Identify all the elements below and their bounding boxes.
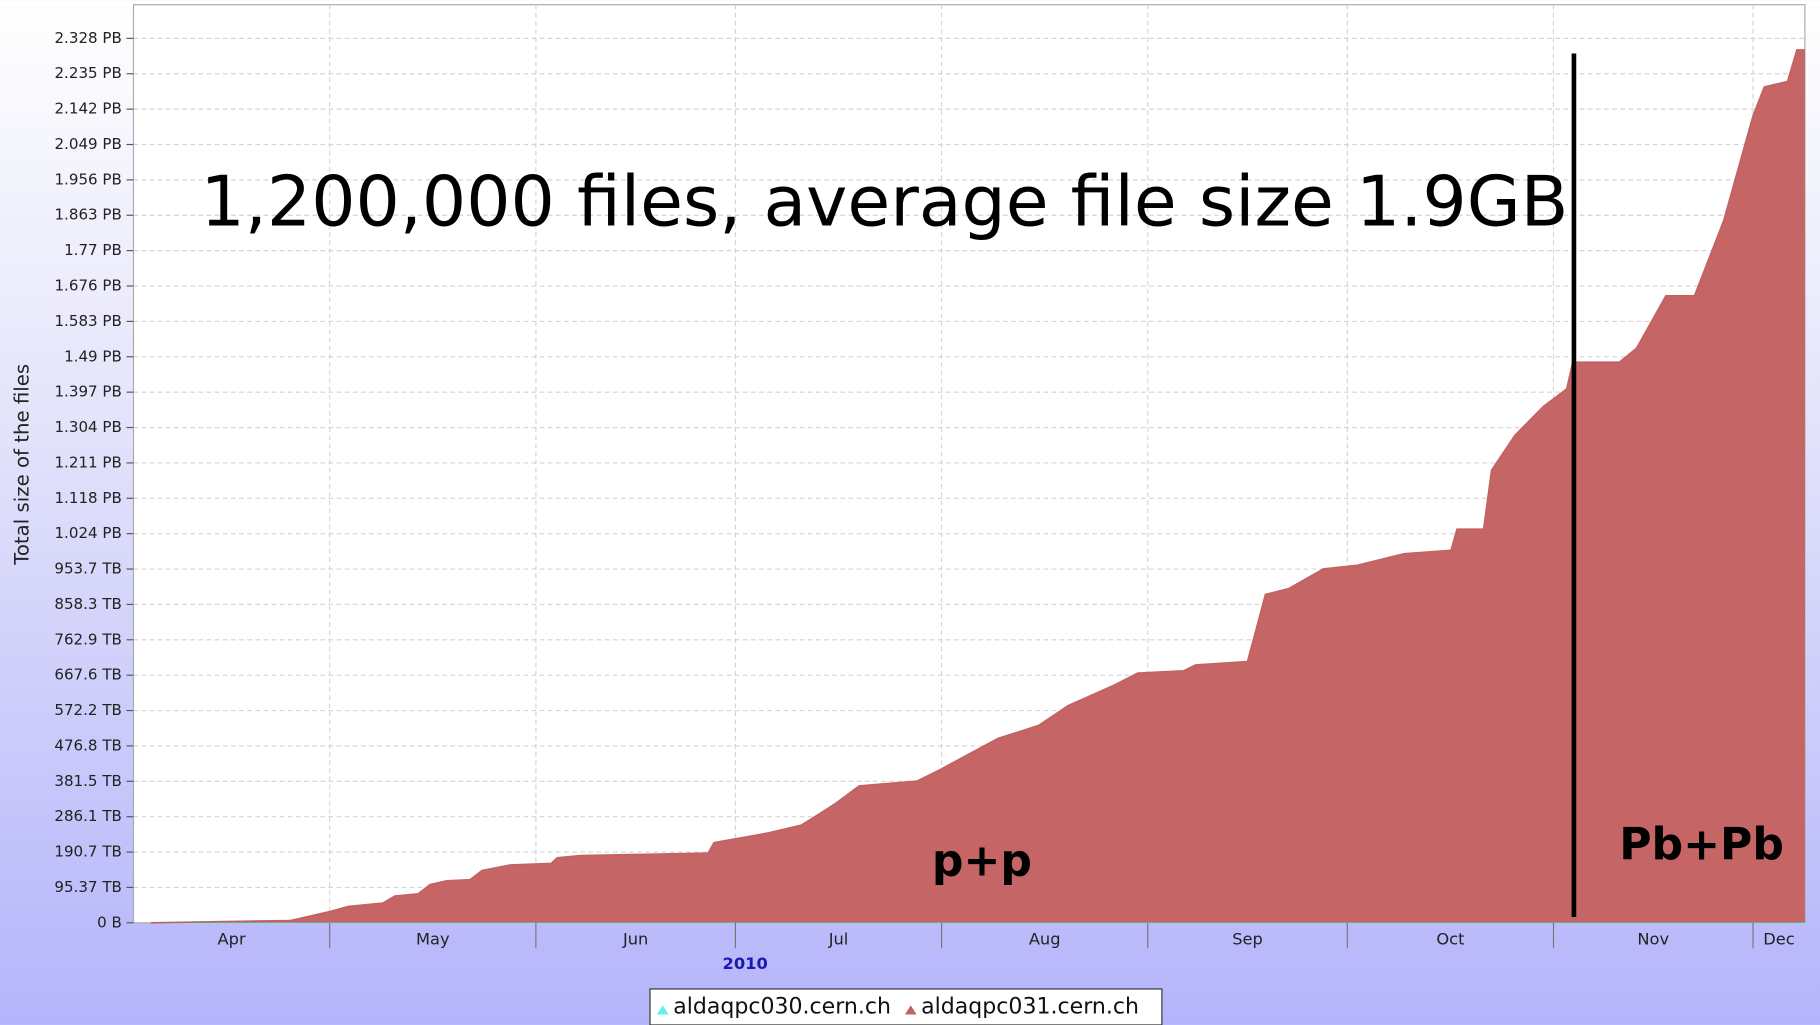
y-tick-label: 381.5 TB xyxy=(54,772,122,790)
x-tick-label: Jun xyxy=(622,930,648,949)
y-tick-label: 2.235 PB xyxy=(54,64,121,82)
y-tick-label: 2.049 PB xyxy=(54,135,121,153)
y-tick-label: 190.7 TB xyxy=(54,843,122,861)
y-tick-label: 95.37 TB xyxy=(54,878,122,896)
y-tick-label: 476.8 TB xyxy=(54,736,122,754)
x-tick-label: May xyxy=(416,930,450,949)
y-tick-label: 0 B xyxy=(97,913,122,931)
y-tick-label: 953.7 TB xyxy=(54,560,122,578)
y-tick-label: 1.397 PB xyxy=(54,383,121,401)
y-axis-label: Total size of the files xyxy=(11,364,34,566)
y-tick-label: 2.328 PB xyxy=(54,29,121,47)
x-tick-label: Aug xyxy=(1029,930,1061,949)
y-tick-label: 286.1 TB xyxy=(54,807,122,825)
y-tick-label: 1.583 PB xyxy=(54,312,121,330)
x-tick-label: Apr xyxy=(218,930,246,949)
area-line xyxy=(150,49,1805,924)
y-tick-label: 1.676 PB xyxy=(54,277,121,295)
annotation: p+p xyxy=(932,836,1032,887)
annotation: Pb+Pb xyxy=(1619,819,1784,870)
annotation: 1,200,000 files, average file size 1.9GB xyxy=(200,162,1568,243)
y-tick-label: 667.6 TB xyxy=(54,666,122,684)
legend-label: aldaqpc031.cern.ch xyxy=(921,995,1139,1020)
x-axis-label: 2010 xyxy=(723,954,768,973)
y-tick-label: 1.118 PB xyxy=(54,489,121,507)
y-tick-label: 1.304 PB xyxy=(54,418,121,436)
y-tick-label: 1.49 PB xyxy=(64,347,122,365)
y-tick-label: 1.211 PB xyxy=(54,453,121,471)
legend-box xyxy=(649,988,1163,1025)
x-tick-label: Sep xyxy=(1232,930,1263,949)
legend-marker xyxy=(904,1005,917,1015)
area-fill xyxy=(150,49,1805,923)
x-tick-label: Dec xyxy=(1763,930,1794,949)
x-tick-label: Jul xyxy=(828,930,849,949)
legend-marker xyxy=(656,1005,669,1015)
y-tick-label: 2.142 PB xyxy=(54,100,121,118)
y-tick-label: 1.77 PB xyxy=(64,241,122,259)
y-tick-label: 858.3 TB xyxy=(54,595,122,613)
legend: aldaqpc030.cern.ch aldaqpc031.cern.ch xyxy=(656,995,1139,1020)
x-tick-label: Oct xyxy=(1436,930,1464,949)
y-tick-label: 1.956 PB xyxy=(54,170,121,188)
y-tick-label: 572.2 TB xyxy=(54,701,122,719)
x-tick-label: Nov xyxy=(1637,930,1669,949)
legend-label: aldaqpc030.cern.ch xyxy=(673,995,891,1020)
y-tick-label: 762.9 TB xyxy=(54,630,122,648)
y-tick-label: 1.863 PB xyxy=(54,206,121,224)
marks xyxy=(150,49,1805,924)
y-tick-label: 1.024 PB xyxy=(54,524,121,542)
